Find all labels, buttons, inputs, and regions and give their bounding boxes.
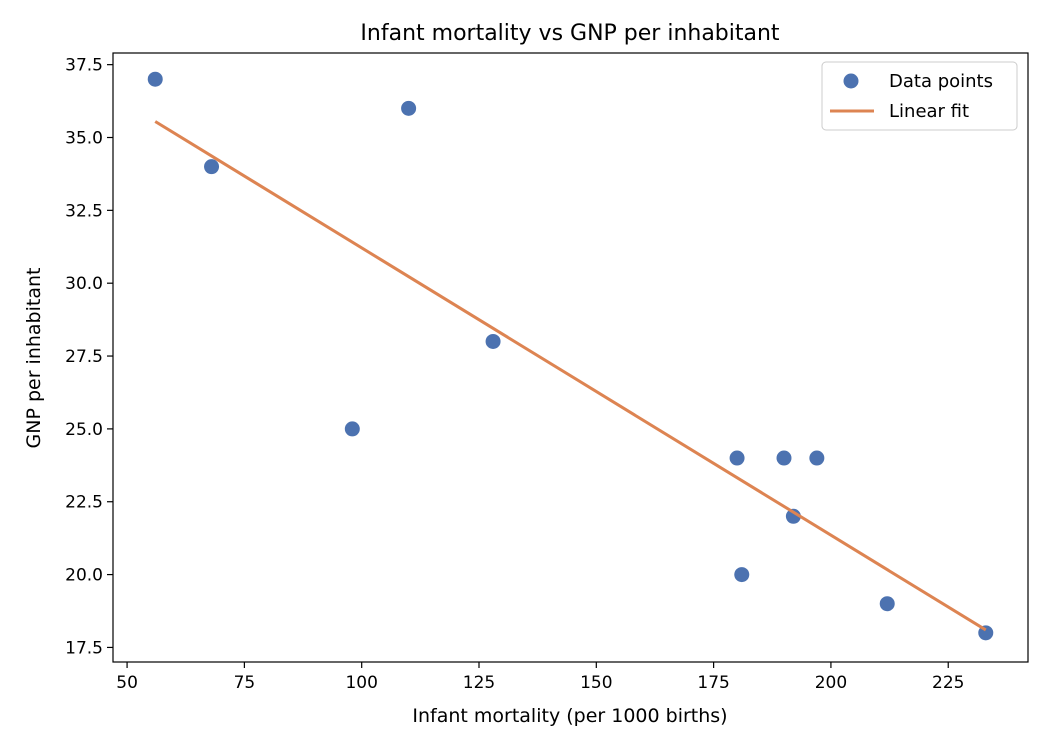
x-tick-label: 75 <box>234 673 256 693</box>
y-tick-label: 22.5 <box>65 493 103 513</box>
x-tick-label: 100 <box>345 673 377 693</box>
data-point <box>147 71 163 87</box>
legend-label-linear-fit: Linear fit <box>889 101 969 122</box>
data-point <box>401 100 417 116</box>
y-tick-label: 25.0 <box>65 420 103 440</box>
legend-label-data-points: Data points <box>889 71 993 92</box>
data-point <box>485 333 501 349</box>
data-point <box>729 450 745 466</box>
linear-fit-line <box>154 120 987 632</box>
x-tick-label: 150 <box>580 673 612 693</box>
plot-background <box>113 53 1028 662</box>
plot-frame <box>112 52 1029 663</box>
y-axis-title: GNP per inhabitant <box>23 268 45 449</box>
x-tick-label: 50 <box>116 673 138 693</box>
data-point <box>879 596 895 612</box>
data-point <box>809 450 825 466</box>
y-tick-label: 17.5 <box>65 638 103 658</box>
y-tick-label: 30.0 <box>65 274 103 294</box>
legend-marker-data-points <box>843 73 859 89</box>
y-tick-label: 35.0 <box>65 129 103 149</box>
plot-marks <box>147 71 994 641</box>
data-point <box>344 421 360 437</box>
x-tick-label: 175 <box>697 673 729 693</box>
legend-box <box>821 61 1018 131</box>
chart-title: Infant mortality vs GNP per inhabitant <box>360 21 780 46</box>
x-tick-label: 200 <box>815 673 847 693</box>
y-tick-label: 20.0 <box>65 566 103 586</box>
x-tick-label: 125 <box>463 673 495 693</box>
data-point <box>776 450 792 466</box>
y-tick-label: 32.5 <box>65 201 103 221</box>
x-axis-title: Infant mortality (per 1000 births) <box>412 705 727 727</box>
legend: Data points Linear fit <box>821 61 1018 131</box>
data-point <box>734 567 750 583</box>
y-axis: 17.5 20.0 22.5 25.0 27.5 30.0 32.5 35.0 37.5 <box>65 56 113 658</box>
data-point <box>204 159 220 175</box>
x-tick-label: 225 <box>932 673 964 693</box>
x-axis: 50 75 100 125 150 175 200 225 <box>116 662 964 693</box>
y-tick-label: 27.5 <box>65 347 103 367</box>
y-tick-label: 37.5 <box>65 56 103 76</box>
data-point <box>785 508 801 524</box>
